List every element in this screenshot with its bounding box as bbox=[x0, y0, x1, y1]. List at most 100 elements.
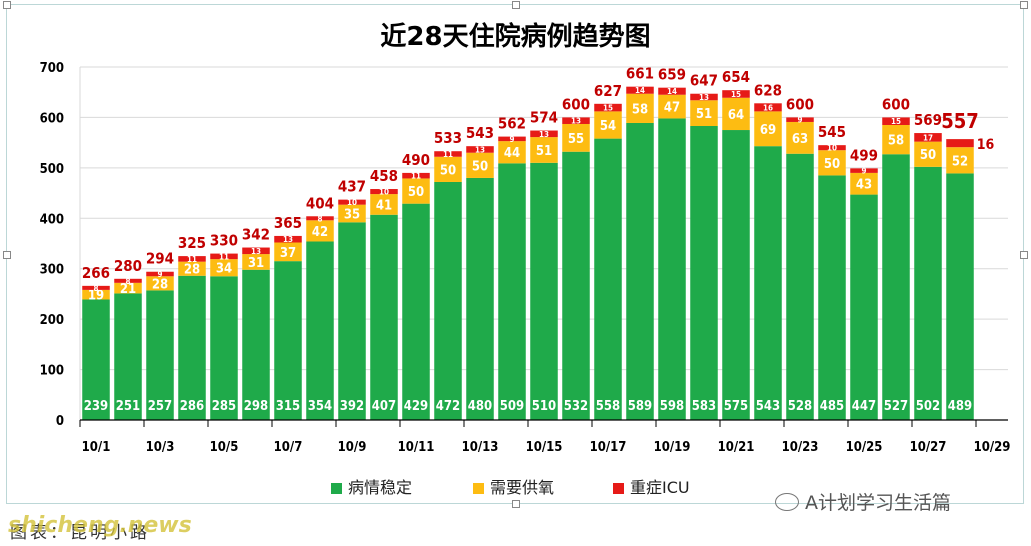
data-label: 13 bbox=[699, 93, 709, 102]
data-label: 50 bbox=[824, 157, 840, 172]
bar-segment bbox=[466, 177, 494, 420]
data-label: 13 bbox=[475, 145, 485, 154]
data-label: 58 bbox=[632, 102, 648, 117]
data-label: 9 bbox=[157, 270, 162, 279]
bar-segment bbox=[594, 138, 622, 420]
data-label: 485 bbox=[820, 399, 844, 414]
total-label: 628 bbox=[754, 81, 782, 99]
data-label: 251 bbox=[116, 399, 140, 414]
total-label: 280 bbox=[114, 257, 142, 275]
data-label: 575 bbox=[724, 399, 748, 414]
data-label: 19 bbox=[88, 289, 104, 304]
data-label: 15 bbox=[731, 90, 741, 99]
total-label: 330 bbox=[210, 232, 238, 250]
data-label: 447 bbox=[852, 399, 876, 414]
bar-segment bbox=[626, 122, 654, 421]
data-label: 407 bbox=[372, 399, 396, 414]
bar-segment bbox=[754, 146, 782, 420]
bar-segment bbox=[274, 235, 302, 243]
bar-segment bbox=[370, 214, 398, 420]
data-label: 315 bbox=[276, 399, 300, 414]
total-label: 661 bbox=[626, 65, 654, 83]
x-tick-label: 10/19 bbox=[654, 440, 691, 455]
data-label: 285 bbox=[212, 399, 236, 414]
bar-segment bbox=[498, 163, 526, 420]
data-label: 11 bbox=[219, 252, 229, 261]
bar-segment bbox=[178, 256, 206, 262]
data-label: 28 bbox=[152, 277, 168, 292]
data-label: 13 bbox=[571, 117, 581, 126]
resize-handle[interactable] bbox=[512, 500, 520, 508]
data-label: 354 bbox=[308, 399, 332, 414]
data-label: 50 bbox=[472, 159, 488, 174]
data-label: 51 bbox=[696, 107, 712, 122]
data-label: 429 bbox=[404, 399, 428, 414]
bar-segment bbox=[562, 117, 590, 124]
bar-segment bbox=[818, 150, 846, 176]
bar-segment bbox=[594, 103, 622, 112]
x-tick-label: 10/3 bbox=[146, 440, 175, 455]
data-label: 21 bbox=[120, 282, 136, 297]
bar-segment bbox=[754, 111, 782, 147]
bar-segment bbox=[914, 141, 942, 167]
data-label: 286 bbox=[180, 399, 204, 414]
bar-segment bbox=[658, 94, 686, 119]
data-label: 64 bbox=[728, 108, 744, 123]
total-label: 294 bbox=[146, 250, 174, 268]
bar-segment bbox=[274, 261, 302, 420]
bar-segment bbox=[850, 172, 878, 195]
bar-segment bbox=[306, 216, 334, 221]
resize-handle[interactable] bbox=[3, 1, 11, 9]
total-label: 647 bbox=[690, 72, 718, 90]
total-label: 569 bbox=[914, 111, 942, 129]
total-label: 545 bbox=[818, 123, 846, 141]
data-label: 34 bbox=[216, 262, 232, 277]
bar-segment bbox=[658, 87, 686, 95]
data-label: 9 bbox=[509, 135, 514, 144]
resize-handle[interactable] bbox=[512, 1, 520, 9]
resize-handle[interactable] bbox=[3, 251, 11, 259]
x-tick-label: 10/15 bbox=[526, 440, 563, 455]
data-label: 472 bbox=[436, 399, 460, 414]
data-label: 239 bbox=[84, 399, 108, 414]
bar-segment bbox=[434, 156, 462, 182]
y-tick-label: 500 bbox=[40, 162, 64, 177]
data-label: 11 bbox=[411, 172, 421, 181]
data-label: 8 bbox=[125, 277, 130, 286]
bar-segment bbox=[146, 271, 174, 277]
bar-segment bbox=[306, 220, 334, 242]
legend-item-stable: 病情稳定 bbox=[331, 474, 412, 498]
resize-handle[interactable] bbox=[1020, 251, 1028, 259]
bar-segment bbox=[178, 275, 206, 420]
data-label: 43 bbox=[856, 178, 872, 193]
bar-segment bbox=[242, 247, 270, 255]
total-label: 266 bbox=[82, 264, 110, 282]
bar-segment bbox=[530, 130, 558, 138]
legend-item-oxygen: 需要供氧 bbox=[473, 474, 554, 498]
data-label: 558 bbox=[596, 399, 620, 414]
data-label: 10 bbox=[379, 188, 389, 197]
bar-segment bbox=[498, 141, 526, 164]
data-label: 11 bbox=[187, 255, 197, 264]
bar-segment bbox=[82, 285, 110, 290]
x-tick-label: 10/1 bbox=[82, 440, 111, 455]
data-label: 50 bbox=[440, 163, 456, 178]
bar-segment bbox=[914, 133, 942, 142]
data-label: 532 bbox=[564, 399, 588, 414]
bar-segment bbox=[178, 261, 206, 276]
bar-segment bbox=[882, 154, 910, 420]
bar-segment bbox=[786, 153, 814, 421]
resize-handle[interactable] bbox=[1020, 1, 1028, 9]
legend-swatch bbox=[331, 483, 342, 494]
total-label: 342 bbox=[242, 226, 270, 244]
bar-segment bbox=[562, 151, 590, 420]
data-label: 58 bbox=[888, 134, 904, 149]
total-label: 574 bbox=[530, 109, 558, 127]
bar-segment bbox=[146, 290, 174, 420]
total-label: 437 bbox=[338, 178, 366, 196]
data-label: 13 bbox=[251, 247, 261, 256]
data-label: 598 bbox=[660, 399, 684, 414]
data-label: 10 bbox=[827, 144, 837, 153]
data-label: 10 bbox=[347, 198, 357, 207]
wechat-icon bbox=[775, 493, 799, 511]
